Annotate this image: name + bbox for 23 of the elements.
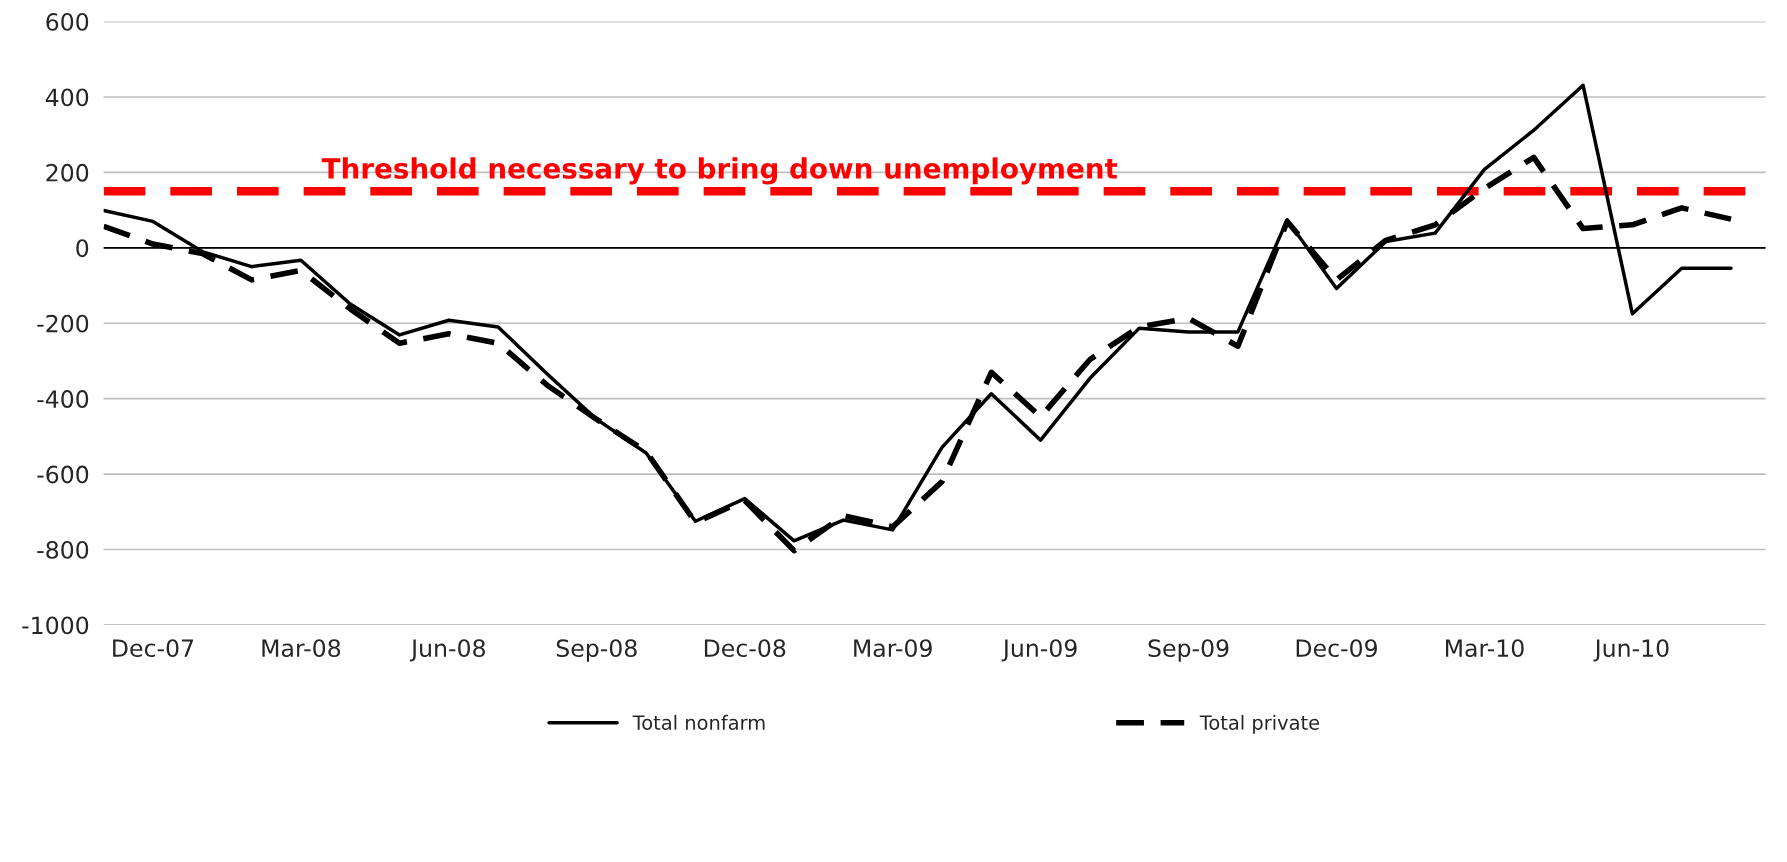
y-tick-label: 400 bbox=[45, 88, 89, 107]
x-tick-label: Jun-09 bbox=[1001, 639, 1077, 662]
legend-label: Total private bbox=[1199, 714, 1320, 734]
y-tick-label: -200 bbox=[37, 314, 89, 333]
x-tick-label: Jun-10 bbox=[1593, 639, 1669, 662]
y-tick-label: 0 bbox=[76, 239, 89, 258]
y-tick-label: 200 bbox=[46, 163, 89, 182]
x-tick-label: Jun-08 bbox=[409, 639, 485, 662]
x-tick-label: Dec-08 bbox=[704, 639, 786, 658]
y-tick-label: -1000 bbox=[22, 616, 89, 635]
x-tick-label: Sep-09 bbox=[1148, 639, 1229, 662]
x-tick-label: Mar-09 bbox=[854, 639, 932, 658]
x-tick-label: Dec-09 bbox=[1296, 639, 1377, 658]
x-tick-label: Mar-08 bbox=[262, 639, 341, 658]
y-tick-label: -600 bbox=[37, 465, 89, 484]
x-tick-label: Dec-07 bbox=[113, 639, 194, 658]
y-tick-label: -800 bbox=[37, 540, 89, 559]
ref-line-label: Threshold necessary to bring down unemployment bbox=[321, 157, 1118, 185]
y-tick-label: -400 bbox=[37, 390, 89, 408]
x-tick-label: Mar-10 bbox=[1445, 639, 1524, 658]
x-tick-label: Sep-08 bbox=[556, 639, 637, 662]
y-tick-label: 600 bbox=[46, 13, 89, 31]
legend-label: Total nonfarm bbox=[632, 714, 765, 730]
